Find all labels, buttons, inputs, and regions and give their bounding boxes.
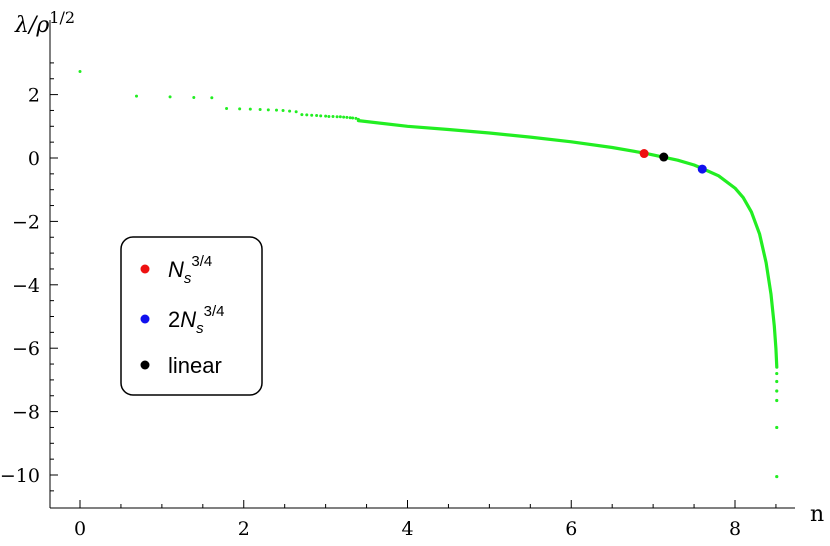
- y-axis-label: λ/ρ1/2: [14, 8, 75, 38]
- data-point: [78, 69, 82, 73]
- x-tick-label: 6: [565, 518, 577, 540]
- data-point: [775, 474, 779, 479]
- legend-label: 2Ns3/4: [168, 303, 225, 337]
- legend-marker: [140, 264, 150, 274]
- data-point: [319, 114, 323, 118]
- x-tick-label: 2: [238, 518, 250, 540]
- data-point: [258, 107, 262, 111]
- x-axis-label: n: [810, 502, 824, 527]
- data-point: [775, 379, 779, 384]
- legend-marker: [140, 314, 150, 324]
- y-tick-label: −10: [0, 465, 40, 487]
- data-point: [168, 95, 172, 99]
- data-point: [305, 113, 309, 117]
- data-point: [310, 113, 314, 117]
- highlight-point: [659, 152, 669, 162]
- data-point: [281, 108, 285, 112]
- legend-subscript: s: [196, 320, 204, 337]
- data-series: [78, 69, 779, 479]
- data-point: [327, 114, 331, 118]
- y-tick-label: −8: [12, 402, 40, 424]
- legend-box: [120, 236, 263, 396]
- data-point: [351, 116, 355, 120]
- y-tick-label: −4: [12, 275, 40, 297]
- data-point: [354, 116, 358, 120]
- y-tick-label: 2: [28, 85, 40, 107]
- legend-subscript: s: [184, 270, 192, 287]
- data-point: [238, 107, 242, 111]
- data-point: [315, 114, 319, 118]
- x-tick-label: 0: [74, 518, 86, 540]
- y-axis-label-exponent: 1/2: [49, 8, 75, 27]
- data-point: [775, 371, 779, 376]
- data-point: [134, 94, 138, 98]
- data-point: [345, 115, 349, 119]
- legend-base: N: [180, 307, 196, 332]
- axes: 2 0 −2 −4 −6 −8 −10 0 2 4 6 8: [0, 20, 795, 540]
- data-point: [324, 114, 328, 118]
- data-point: [348, 116, 352, 120]
- y-tick-label: −2: [12, 211, 40, 233]
- data-curve: [356, 118, 779, 369]
- data-point: [775, 389, 779, 393]
- data-point: [225, 107, 229, 111]
- data-point: [775, 398, 779, 403]
- y-axis-label-main: λ/ρ: [14, 13, 49, 38]
- y-tick-label: −6: [12, 338, 40, 360]
- x-tick-label: 8: [729, 518, 741, 540]
- data-point: [338, 115, 342, 119]
- data-point: [335, 115, 339, 119]
- data-point: [248, 107, 252, 111]
- data-point: [210, 96, 214, 100]
- data-point: [331, 114, 335, 118]
- legend-superscript: 3/4: [204, 303, 225, 320]
- legend-label: linear: [168, 353, 222, 378]
- data-point: [275, 108, 278, 112]
- data-point: [288, 109, 292, 113]
- data-point: [775, 425, 779, 430]
- data-point: [342, 115, 346, 119]
- data-point: [266, 108, 270, 112]
- data-point: [294, 110, 298, 114]
- legend-prefix: 2: [168, 307, 180, 332]
- legend-superscript: 3/4: [191, 253, 212, 270]
- highlight-point: [639, 149, 649, 159]
- legend-label: Ns3/4: [168, 253, 212, 287]
- highlight-point: [697, 164, 707, 174]
- data-point: [192, 95, 196, 99]
- legend-base: N: [168, 257, 184, 282]
- x-tick-label: 4: [401, 518, 413, 540]
- legend-marker: [140, 360, 150, 370]
- axis-labels: λ/ρ1/2 n: [14, 8, 824, 527]
- data-point: [300, 113, 304, 117]
- y-tick-label: 0: [28, 148, 40, 170]
- highlight-points: [639, 149, 707, 174]
